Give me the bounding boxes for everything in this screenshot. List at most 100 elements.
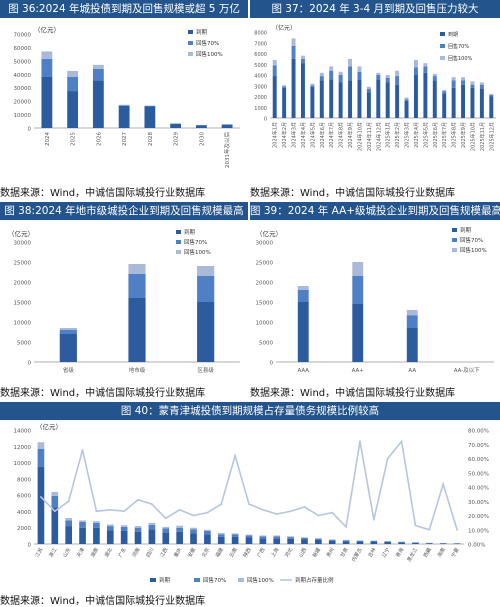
y-tick-label: 6000 bbox=[17, 494, 31, 500]
bar-putback70 bbox=[470, 85, 474, 88]
bar-putback100 bbox=[65, 518, 72, 520]
bar-due bbox=[367, 92, 371, 118]
bar-putback70 bbox=[367, 89, 371, 92]
bar-putback100 bbox=[329, 66, 333, 70]
bar-due bbox=[144, 107, 155, 128]
bar-due bbox=[315, 540, 322, 544]
x-tick-label: 2025年8月 bbox=[451, 122, 458, 148]
bar-due bbox=[282, 88, 286, 118]
legend-label: 到期 bbox=[159, 577, 171, 584]
bar-due bbox=[260, 538, 267, 544]
ratio-point bbox=[373, 519, 375, 521]
x-tick-label: 四川 bbox=[145, 547, 155, 559]
y2-tick-label: 30.00% bbox=[468, 500, 489, 506]
bar-putback70 bbox=[315, 539, 322, 540]
y2-tick-label: 20.00% bbox=[468, 514, 489, 520]
x-tick-label: 河南 bbox=[131, 547, 142, 559]
bar-due bbox=[357, 542, 364, 544]
x-tick-label: 云南 bbox=[228, 547, 239, 559]
x-tick-label: 2025年6月 bbox=[432, 122, 439, 148]
bar-putback100 bbox=[301, 56, 305, 59]
x-tick-label: AA-及以下 bbox=[454, 367, 481, 374]
bar-putback70 bbox=[433, 76, 437, 80]
bar-putback70 bbox=[65, 520, 72, 526]
ratio-point bbox=[193, 515, 195, 517]
bar-due bbox=[79, 528, 86, 544]
bar-putback100 bbox=[310, 84, 314, 86]
x-tick-label: 2024年8月 bbox=[338, 122, 345, 148]
y-tick-label: 40000 bbox=[14, 73, 32, 79]
x-tick-label: 海南 bbox=[436, 547, 447, 559]
bar-putback100 bbox=[433, 74, 437, 76]
bar-due bbox=[301, 63, 305, 118]
ratio-point bbox=[82, 449, 84, 451]
bar-due bbox=[93, 528, 100, 544]
legend-label: 回售100% bbox=[460, 246, 487, 254]
y-tick-label: 20000 bbox=[14, 281, 32, 287]
bar-due bbox=[287, 539, 294, 544]
bar-due bbox=[357, 79, 361, 118]
bar-due bbox=[273, 76, 277, 118]
chart-37: 010002000300040005000600070008000（亿元）202… bbox=[250, 20, 500, 184]
y-tick-label: 5000 bbox=[259, 341, 273, 347]
y-tick-label: 0 bbox=[28, 543, 32, 549]
y-tick-label: 4000 bbox=[254, 74, 267, 80]
legend-label: 回售100% bbox=[196, 50, 223, 58]
bar-due bbox=[442, 93, 446, 118]
bar-putback100 bbox=[162, 527, 169, 529]
bar-putback70 bbox=[246, 535, 253, 537]
x-tick-label: 湖南 bbox=[89, 547, 100, 559]
bar-putback70 bbox=[135, 528, 142, 532]
y-tick-label: 0 bbox=[28, 361, 32, 367]
bar-putback70 bbox=[93, 69, 104, 80]
y-tick-label: 8000 bbox=[17, 477, 31, 483]
bar-putback70 bbox=[282, 86, 286, 88]
ratio-point bbox=[234, 455, 236, 457]
ratio-point bbox=[456, 529, 458, 531]
bar-putback100 bbox=[470, 81, 474, 84]
bar-putback100 bbox=[60, 328, 77, 330]
y2-tick-label: 10.00% bbox=[468, 528, 489, 534]
bar-putback70 bbox=[357, 72, 361, 80]
chart-title: 图 36:2024 年城投债到期及回售规模或超 5 万亿 bbox=[0, 0, 248, 18]
bar-putback70 bbox=[121, 527, 128, 531]
x-tick-label: AAA bbox=[297, 368, 309, 374]
ratio-point bbox=[220, 503, 222, 505]
y-tick-label: 8000 bbox=[254, 31, 267, 37]
y2-tick-label: 40.00% bbox=[468, 486, 489, 492]
bar-putback70 bbox=[119, 105, 130, 106]
bar-putback100 bbox=[51, 492, 58, 496]
y-tick-label: 15000 bbox=[256, 301, 274, 307]
ratio-point bbox=[387, 458, 389, 460]
y-axis-unit: （亿元） bbox=[8, 229, 34, 238]
x-tick-label: 2024年9月 bbox=[347, 122, 354, 148]
y-tick-label: 30000 bbox=[14, 86, 32, 92]
ratio-point bbox=[345, 526, 347, 528]
bar-due bbox=[135, 532, 142, 544]
bar-due bbox=[51, 507, 58, 544]
x-tick-label: 2024年1月 bbox=[272, 122, 279, 148]
bar-due bbox=[301, 539, 308, 544]
y-tick-label: 25000 bbox=[256, 261, 274, 267]
x-tick-label: 2025年11月 bbox=[479, 122, 486, 151]
y-tick-label: 10000 bbox=[14, 321, 32, 327]
bar-putback70 bbox=[329, 540, 336, 541]
bar-due bbox=[329, 541, 336, 544]
bar-putback100 bbox=[121, 525, 128, 527]
ratio-point bbox=[248, 503, 250, 505]
bar-putback70 bbox=[407, 315, 418, 328]
legend-label: 回售70% bbox=[196, 39, 219, 47]
chart-title: 图 40：蒙青津城投债到期规模占存量债务规模比例较高 bbox=[0, 402, 500, 420]
legend-label: 回售70% bbox=[203, 576, 226, 584]
bar-due bbox=[93, 80, 104, 128]
bar-putback100 bbox=[176, 526, 183, 528]
bar-putback100 bbox=[339, 72, 343, 75]
ratio-point bbox=[428, 529, 430, 531]
y-tick-label: 14000 bbox=[14, 429, 32, 435]
bar-putback100 bbox=[407, 310, 418, 315]
bar-due bbox=[65, 526, 72, 544]
x-tick-label: 2025年10月 bbox=[469, 122, 476, 151]
bar-due bbox=[398, 542, 405, 544]
bar-putback70 bbox=[480, 85, 484, 89]
